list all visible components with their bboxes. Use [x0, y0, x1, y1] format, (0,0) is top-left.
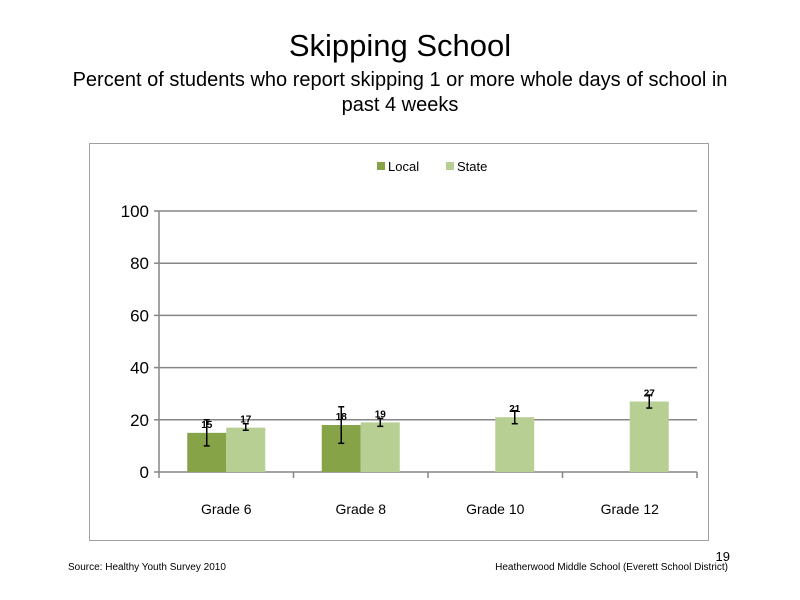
source-note: Source: Healthy Youth Survey 2010 [68, 562, 226, 573]
data-label: 15 [201, 420, 213, 431]
bar-state-grade-8 [360, 422, 400, 472]
x-tick-label: Grade 6 [201, 501, 252, 517]
data-label: 27 [644, 389, 656, 400]
chart-frame: Local State 0 20 40 60 80 100 15 18 17 19 21 27 Gra… [89, 143, 709, 541]
x-axis: Grade 6 Grade 8 Grade 10 Grade 12 [158, 472, 698, 517]
y-tick-label: 40 [130, 359, 149, 378]
legend-label-state: State [457, 159, 487, 174]
y-tick-label: 80 [130, 254, 149, 273]
legend-swatch-local [377, 162, 385, 170]
bar-chart: Local State 0 20 40 60 80 100 15 18 17 19 21 27 Gra… [121, 159, 698, 517]
data-label: 19 [375, 409, 387, 420]
slide-title: Skipping School [288, 28, 512, 63]
chart-legend: Local State [377, 159, 487, 174]
y-tick-label: 20 [130, 411, 149, 430]
data-label: 17 [240, 415, 252, 426]
chart-gridlines [159, 210, 697, 473]
y-tick-label: 0 [140, 463, 149, 482]
chart-data-labels: 15 18 17 19 21 27 [201, 389, 655, 431]
y-tick-label: 100 [121, 202, 149, 221]
y-tick-label: 60 [130, 306, 149, 325]
page-number: 19 [715, 549, 730, 564]
x-tick-label: Grade 12 [601, 501, 660, 517]
legend-swatch-state [446, 162, 454, 170]
y-axis: 0 20 40 60 80 100 [121, 202, 160, 482]
school-note: Heatherwood Middle School (Everett Schoo… [495, 562, 728, 573]
bar-state-grade-6 [226, 427, 266, 472]
bar-state-grade-10 [495, 417, 535, 472]
bar-state-grade-12 [629, 401, 669, 472]
data-label: 18 [336, 412, 348, 423]
slide-subtitle: Percent of students who report skipping … [72, 69, 728, 116]
x-tick-label: Grade 8 [335, 501, 386, 517]
legend-label-local: Local [388, 159, 419, 174]
chart-error-bars [203, 394, 653, 447]
data-label: 21 [509, 404, 521, 415]
x-tick-label: Grade 10 [466, 501, 525, 517]
chart-bars [187, 401, 669, 472]
